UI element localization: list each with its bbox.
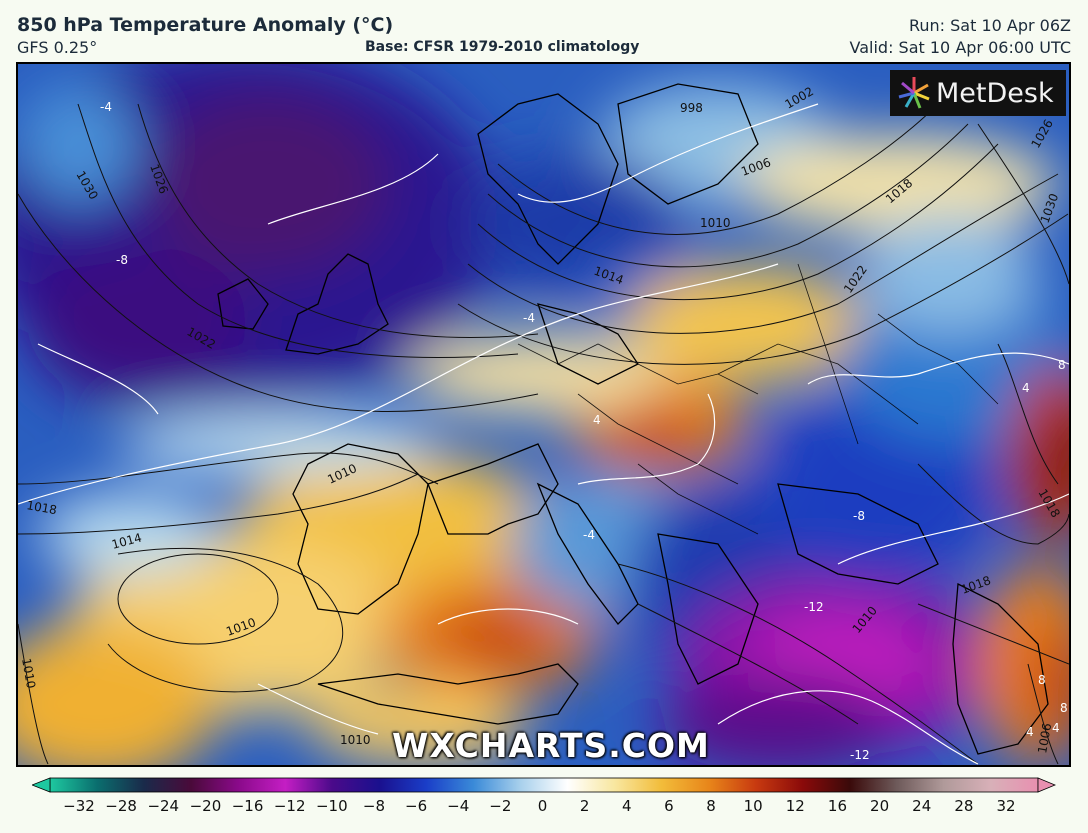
- color-scale-tick-label: −2: [489, 797, 512, 815]
- anomaly-label: 4: [1026, 725, 1034, 739]
- color-scale-tick-label: −24: [147, 797, 180, 815]
- color-scale-tick-label: 16: [827, 797, 847, 815]
- color-scale-bar: [32, 777, 1056, 793]
- wxcharts-watermark: WXCHARTS.COM: [392, 726, 710, 765]
- isobar-label: 1010: [700, 216, 731, 230]
- climatology-base: Base: CFSR 1979-2010 climatology: [365, 39, 640, 55]
- anomaly-label: -4: [100, 100, 112, 114]
- metdesk-logo: MetDesk: [890, 70, 1066, 116]
- isobar-label: 998: [680, 101, 703, 115]
- color-scale-tick-label: 8: [706, 797, 716, 815]
- map-canvas: 998 1002 1006 1010 1014 1018 1022 1026 1…: [18, 64, 1069, 765]
- color-scale-max-arrow: [1037, 777, 1056, 793]
- chart-title: 850 hPa Temperature Anomaly (°C): [17, 14, 394, 36]
- isobar-label: 1006: [1035, 722, 1054, 755]
- color-scale-tick-label: −12: [273, 797, 306, 815]
- anomaly-label: 8: [1038, 673, 1046, 687]
- color-scale-tick-label: −28: [105, 797, 137, 815]
- color-scale-tick-label: −10: [315, 797, 348, 815]
- anomaly-contours: [18, 103, 1069, 765]
- valid-time: Valid: Sat 10 Apr 06:00 UTC: [849, 38, 1071, 57]
- color-scale-labels: −32 −28 −24 −20 −16 −12 −10 −8 −6 −4 −2 0 2 4 6 8 10 12 16…: [0, 797, 1088, 817]
- anomaly-label: -12: [850, 748, 870, 762]
- color-scale-tick-label: 28: [954, 797, 974, 815]
- anomaly-label: -4: [523, 311, 535, 325]
- run-time: Run: Sat 10 Apr 06Z: [908, 16, 1071, 35]
- anomaly-labels: -4 -8 -4 4 -4 -8 -12 -12 4 8 8 8 4 4: [100, 100, 1068, 762]
- isobar-label: 1018: [25, 498, 58, 517]
- model-name: GFS 0.25°: [17, 38, 98, 57]
- color-scale-gradient: [49, 777, 1039, 793]
- anomaly-label: -8: [116, 253, 128, 267]
- color-scale-tick-label: 32: [996, 797, 1016, 815]
- color-scale-tick-label: −20: [189, 797, 222, 815]
- color-scale-tick-label: 24: [912, 797, 932, 815]
- color-scale-tick-label: −16: [231, 797, 264, 815]
- isobar-label: 1010: [340, 733, 371, 747]
- metdesk-star-icon: [898, 77, 930, 109]
- color-scale-tick-label: −6: [405, 797, 428, 815]
- metdesk-logo-text: MetDesk: [936, 77, 1054, 109]
- isobars: [18, 103, 1069, 765]
- color-scale-tick-label: 20: [870, 797, 890, 815]
- color-scale-tick-label: 0: [537, 797, 548, 815]
- isobar-label: 1010: [19, 657, 38, 690]
- color-scale-tick-label: 6: [664, 797, 674, 815]
- color-scale-tick-label: −8: [362, 797, 386, 815]
- anomaly-label: 4: [1022, 381, 1030, 395]
- color-scale-tick-label: −4: [447, 797, 470, 815]
- color-scale-tick-label: 2: [579, 797, 590, 815]
- anomaly-label: -4: [583, 528, 595, 542]
- anomaly-label: -8: [853, 509, 865, 523]
- anomaly-label: 8: [1058, 358, 1066, 372]
- color-scale-tick-label: 12: [785, 797, 805, 815]
- color-scale-tick-label: −32: [63, 797, 95, 815]
- anomaly-label: 4: [1052, 721, 1060, 735]
- anomaly-label: 8: [1060, 701, 1068, 715]
- borders: [517, 263, 999, 535]
- anomaly-map: 998 1002 1006 1010 1014 1018 1022 1026 1…: [16, 62, 1071, 767]
- color-scale-tick-label: 4: [621, 797, 632, 815]
- anomaly-label: -12: [804, 600, 824, 614]
- anomaly-label: 4: [593, 413, 601, 427]
- color-scale-min-arrow: [32, 777, 51, 793]
- color-scale-tick-label: 10: [743, 797, 763, 815]
- anomaly-field: [18, 64, 1069, 765]
